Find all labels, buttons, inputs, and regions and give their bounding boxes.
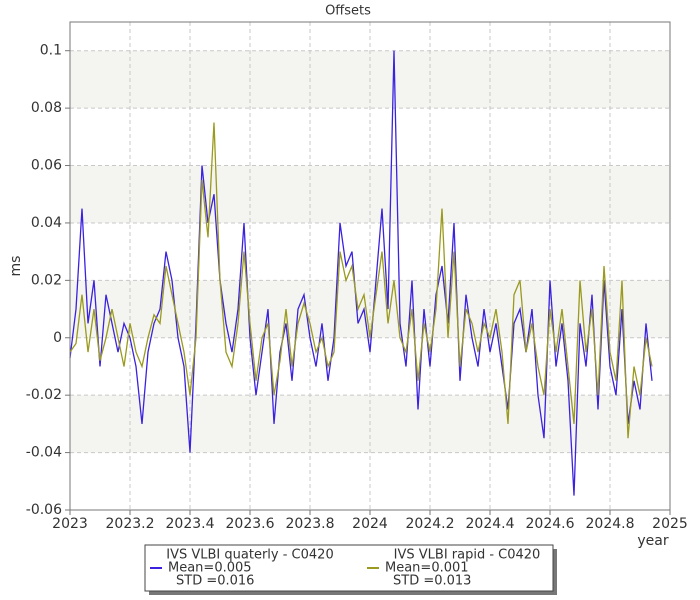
y-tick-label: 0.1	[40, 43, 62, 59]
x-tick-label: 2025	[652, 516, 688, 532]
legend-stat: Mean=0.001	[385, 561, 469, 576]
legend-stat: Mean=0.005	[168, 561, 252, 576]
x-tick-label: 2024	[352, 516, 388, 532]
x-tick-label: 2023.2	[106, 516, 155, 532]
x-tick-label: 2023.8	[286, 516, 335, 532]
x-tick-label: 2023	[52, 516, 88, 532]
x-tick-label: 2024.8	[586, 516, 635, 532]
x-tick-label: 2023.4	[166, 516, 215, 532]
x-tick-label: 2023.6	[226, 516, 275, 532]
legend	[144, 544, 554, 592]
y-tick-label: -0.02	[26, 387, 62, 403]
chart-title: Offsets	[325, 4, 371, 19]
ticks: -0.06 -0.04 -0.02 0 0.02 0.04 0.06 0.08 0.1 2023 2…	[26, 43, 688, 532]
legend-label: IVS VLBI rapid - C0420	[394, 548, 541, 563]
lines	[69, 50, 653, 496]
x-tick-label: 2024.2	[406, 516, 455, 532]
y-tick-label: -0.06	[26, 502, 62, 518]
x-axis-label: year	[637, 533, 668, 549]
legend-stat: STD =0.013	[393, 574, 471, 589]
y-tick-label: 0.08	[31, 100, 62, 116]
series-line	[69, 50, 653, 496]
bands	[70, 50, 670, 453]
y-tick-label: 0.04	[31, 215, 62, 231]
y-axis-label: ms	[8, 256, 24, 277]
y-tick-label: -0.04	[26, 445, 62, 461]
x-tick-label: 2024.6	[526, 516, 575, 532]
x-tick-label: 2024.4	[466, 516, 515, 532]
y-tick-label: 0.02	[31, 272, 62, 288]
legend-label: IVS VLBI quaterly - C0420	[166, 548, 333, 563]
legend-stat: STD =0.016	[176, 574, 254, 589]
series-line	[69, 122, 653, 439]
y-tick-label: 0	[53, 330, 62, 346]
y-tick-label: 0.06	[31, 158, 62, 174]
